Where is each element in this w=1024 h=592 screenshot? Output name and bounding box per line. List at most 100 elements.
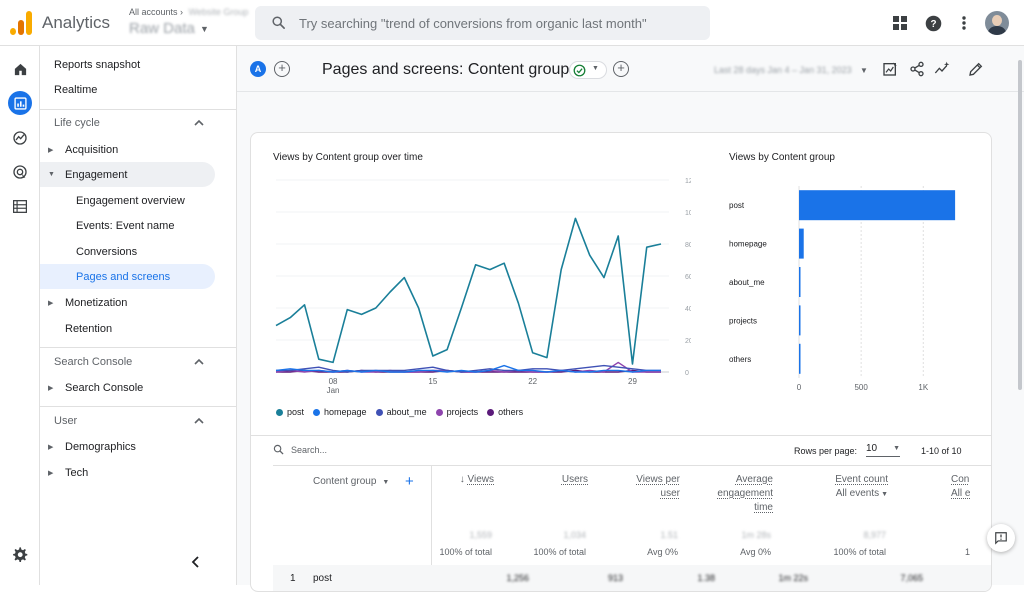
report-status-button[interactable]: ▼ (569, 61, 607, 79)
rows-per-page-select[interactable]: 10 ▼ (866, 443, 900, 457)
sidebar-item-engagement[interactable]: ▼ Engagement (40, 162, 215, 187)
dimension-header[interactable]: Content group ▼ (313, 476, 389, 487)
column-header-3[interactable]: Views per user (580, 473, 680, 501)
add-dimension-button[interactable]: + (405, 473, 414, 490)
table-row[interactable]: 1 post 1,256 913 1.38 1m 22s 7,065 (273, 565, 991, 591)
bar-category-label: others (729, 355, 751, 364)
section-user[interactable]: User (40, 409, 237, 433)
column-header-6[interactable]: Con All e (951, 473, 970, 501)
sidebar-item-monetization[interactable]: ▶ Monetization (40, 290, 215, 315)
sidebar-item-label: Engagement overview (76, 194, 185, 207)
sidebar-item-label: Engagement (65, 168, 128, 181)
bar-others[interactable] (799, 343, 801, 374)
sidebar-item-tech[interactable]: ▶ Tech (40, 460, 215, 485)
feedback-button[interactable] (987, 524, 1015, 552)
search-placeholder: Try searching "trend of conversions from… (299, 16, 647, 31)
column-header-label: Users (561, 474, 588, 485)
section-search-console[interactable]: Search Console (40, 350, 237, 374)
date-range-selector[interactable]: Last 28 days Jan 4 – Jan 31, 2023 (714, 65, 852, 75)
bar-post[interactable] (799, 190, 956, 221)
sidebar-item-retention[interactable]: Retention (40, 316, 215, 341)
explore-icon[interactable] (8, 126, 32, 150)
all-accounts-link[interactable]: All accounts (129, 7, 178, 17)
series-line-post[interactable] (275, 217, 662, 365)
chevron-up-icon[interactable] (194, 118, 204, 128)
bar-about-me[interactable] (799, 267, 801, 297)
property-name[interactable]: Raw Data (129, 20, 195, 37)
section-life-cycle[interactable]: Life cycle (40, 111, 237, 135)
reports-icon[interactable] (8, 91, 32, 115)
expand-arrow-icon: ▶ (48, 299, 54, 307)
sidebar-item-engagement-overview[interactable]: Engagement overview (40, 188, 215, 213)
sidebar-item-acquisition[interactable]: ▶ Acquisition (40, 137, 215, 162)
total-value: 1m 28s (741, 530, 771, 540)
account-breadcrumb[interactable]: All accounts › Website Group (129, 7, 248, 17)
legend-label: others (498, 407, 524, 417)
sidebar-item-events[interactable]: Events: Event name (40, 213, 215, 238)
sidebar-item-search-console[interactable]: ▶ Search Console (40, 375, 215, 400)
bar-projects[interactable] (799, 305, 801, 336)
configure-icon[interactable] (8, 194, 32, 218)
sidebar-item-label: Demographics (65, 440, 136, 453)
help-icon[interactable]: ? (923, 13, 943, 33)
advertising-icon[interactable] (8, 160, 32, 184)
legend-item-homepage[interactable]: homepage (313, 407, 367, 417)
user-avatar[interactable] (985, 11, 1009, 35)
add-comparison-button[interactable]: + (274, 61, 290, 77)
series-line-homepage[interactable] (275, 364, 661, 373)
sidebar-item-demographics[interactable]: ▶ Demographics (40, 434, 215, 459)
customize-report-icon[interactable] (882, 61, 898, 77)
breadcrumb-chevron-icon: › (180, 7, 184, 17)
table-search[interactable]: Search... (273, 444, 327, 455)
edit-pencil-icon[interactable] (968, 61, 984, 77)
reports-sidebar: Reports snapshot Realtime Life cycle ▶ A… (40, 46, 237, 585)
sidebar-item-pages-and-screens[interactable]: Pages and screens (40, 264, 215, 289)
sidebar-item-reports-snapshot[interactable]: Reports snapshot (40, 52, 215, 77)
legend-item-projects[interactable]: projects (435, 407, 478, 417)
column-header-2[interactable]: Users (488, 473, 588, 487)
legend-swatch (487, 408, 495, 416)
row-views: 1,256 (506, 573, 529, 583)
comparison-badge[interactable]: A (250, 61, 266, 77)
bar-category-label: post (729, 201, 745, 210)
column-header-4[interactable]: Average engagement time (673, 473, 773, 515)
dropdown-caret-icon: ▼ (382, 479, 390, 486)
bar-homepage[interactable] (799, 228, 804, 259)
nav-divider (40, 347, 237, 348)
apps-grid-icon[interactable] (890, 13, 910, 33)
sidebar-item-conversions[interactable]: Conversions (40, 239, 215, 264)
dimension-header-label: Content group (313, 476, 377, 487)
legend-item-post[interactable]: post (276, 407, 304, 417)
sidebar-item-label: Events: Event name (76, 219, 175, 232)
x-tick-label: 15 (428, 377, 437, 386)
column-header-1[interactable]: ↓ Views (394, 473, 494, 487)
legend-item-about-me[interactable]: about_me (375, 407, 427, 417)
sidebar-item-label: Monetization (65, 296, 128, 309)
date-dropdown-icon[interactable]: ▼ (860, 66, 868, 75)
search-bar[interactable]: Try searching "trend of conversions from… (255, 6, 710, 40)
pagination-status: 1-10 of 10 (921, 446, 962, 456)
analytics-logo-icon[interactable] (10, 11, 32, 35)
sort-arrow-icon: ↓ (459, 474, 468, 485)
home-icon[interactable] (8, 57, 32, 81)
add-button[interactable]: + (613, 61, 629, 77)
column-header-label: time (754, 502, 773, 513)
collapse-sidebar-icon[interactable] (190, 556, 202, 568)
chevron-up-icon[interactable] (194, 416, 204, 426)
table-divider (273, 465, 991, 466)
x-tick-label: 500 (854, 383, 868, 392)
legend-item-others[interactable]: others (487, 407, 523, 417)
app-title: Analytics (42, 13, 111, 32)
property-dropdown-icon[interactable]: ▼ (200, 24, 209, 34)
share-icon[interactable] (909, 61, 925, 77)
page-scrollbar[interactable] (1018, 60, 1022, 390)
insights-icon[interactable] (934, 61, 950, 77)
settings-gear-icon[interactable] (11, 546, 28, 568)
sidebar-item-realtime[interactable]: Realtime (40, 77, 215, 102)
total-value: 1,559 (469, 530, 492, 540)
more-vert-icon[interactable] (954, 13, 974, 33)
x-tick-label: 29 (628, 377, 637, 386)
column-header-5[interactable]: Event count All events ▼ (788, 473, 888, 502)
chevron-up-icon[interactable] (194, 357, 204, 367)
